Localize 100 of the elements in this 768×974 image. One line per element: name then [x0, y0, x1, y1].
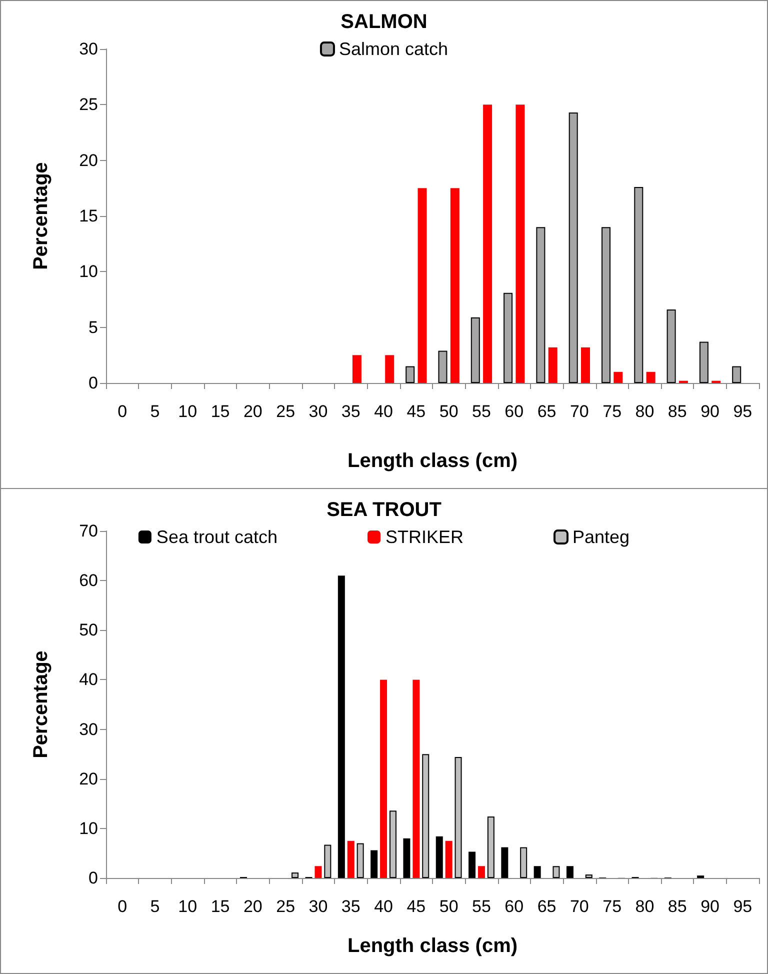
- bar: [403, 838, 410, 878]
- x-tick-label: 20: [243, 402, 262, 421]
- bar: [338, 576, 345, 878]
- x-tick-label: 70: [570, 402, 589, 421]
- legend-label: Panteg: [572, 527, 630, 547]
- y-tick-label: 5: [88, 318, 98, 337]
- bar: [534, 866, 541, 878]
- x-tick-label: 15: [210, 897, 230, 916]
- x-tick-label: 60: [504, 897, 524, 916]
- bar: [536, 227, 546, 383]
- y-tick-label: 40: [79, 670, 98, 690]
- bar: [552, 866, 560, 878]
- bar: [468, 852, 476, 878]
- x-tick-label: 5: [150, 897, 160, 916]
- x-tick-label: 55: [472, 402, 491, 421]
- bar: [445, 840, 452, 878]
- x-tick-label: 10: [178, 897, 198, 916]
- y-tick-label: 60: [79, 571, 98, 590]
- bar: [438, 350, 448, 383]
- y-tick-label: 10: [79, 818, 98, 838]
- x-tick-label: 60: [504, 402, 524, 421]
- bar: [422, 754, 430, 878]
- bar: [487, 816, 494, 878]
- bar: [501, 847, 508, 878]
- x-tick-label: 55: [472, 897, 491, 916]
- x-tick-label: 65: [537, 402, 556, 421]
- x-tick-label: 90: [700, 897, 720, 916]
- y-tick-label: 15: [79, 206, 98, 226]
- bar: [314, 866, 322, 878]
- bar: [292, 872, 299, 878]
- bar: [568, 112, 578, 383]
- bar: [548, 347, 558, 383]
- legend-label: STRIKER: [386, 527, 464, 547]
- bar: [450, 188, 460, 383]
- x-tick-label: 25: [276, 402, 296, 421]
- bar: [470, 317, 480, 383]
- y-axis-title: Percentage: [30, 162, 52, 270]
- legend-label: Sea trout catch: [156, 527, 278, 547]
- x-tick-label: 50: [439, 897, 458, 916]
- y-tick-label: 20: [79, 150, 98, 170]
- x-tick-label: 0: [118, 897, 128, 916]
- bar: [406, 366, 415, 383]
- bar: [454, 757, 462, 878]
- x-tick-label: 70: [570, 897, 589, 916]
- bar: [412, 680, 420, 878]
- legend-label: Salmon catch: [338, 39, 448, 59]
- x-tick-label: 0: [118, 402, 128, 421]
- bar: [324, 844, 332, 878]
- bar: [666, 310, 676, 383]
- y-tick-label: 0: [88, 374, 98, 392]
- y-tick-label: 20: [79, 769, 98, 788]
- bar: [380, 680, 388, 878]
- x-axis-title: Length class (cm): [347, 450, 518, 472]
- y-tick-label: 50: [79, 620, 98, 640]
- bar: [370, 850, 378, 878]
- x-tick-label: 85: [668, 402, 687, 421]
- x-tick-label: 40: [374, 402, 393, 421]
- y-axis-title: Percentage: [30, 650, 52, 758]
- bar: [602, 227, 610, 383]
- x-tick-label: 80: [635, 402, 654, 421]
- bar: [504, 292, 513, 383]
- x-tick-label: 30: [308, 402, 328, 421]
- x-tick-label: 80: [635, 897, 654, 916]
- bar: [385, 355, 394, 383]
- y-tick-label: 30: [79, 40, 98, 58]
- x-tick-label: 30: [308, 897, 328, 916]
- x-tick-label: 85: [668, 897, 687, 916]
- x-tick-label: 5: [150, 402, 160, 421]
- y-tick-label: 30: [79, 720, 98, 739]
- bar: [585, 874, 592, 878]
- y-tick-label: 0: [88, 868, 98, 888]
- x-tick-label: 95: [733, 897, 752, 916]
- x-tick-label: 45: [406, 897, 426, 916]
- bar: [646, 372, 656, 383]
- bar: [520, 847, 528, 878]
- x-tick-label: 90: [700, 402, 720, 421]
- x-tick-label: 40: [374, 897, 393, 916]
- bar: [699, 342, 708, 383]
- chart-title: SEA TROUT: [326, 499, 442, 521]
- chart-title: SALMON: [340, 11, 428, 33]
- y-tick-label: 10: [79, 262, 98, 282]
- x-tick-label: 50: [439, 402, 458, 421]
- x-tick-label: 95: [733, 402, 752, 421]
- x-axis-title: Length class (cm): [347, 935, 518, 957]
- bar: [478, 866, 485, 878]
- bar: [483, 104, 492, 383]
- bar: [516, 104, 525, 383]
- x-tick-label: 10: [178, 402, 198, 421]
- bar: [356, 843, 364, 878]
- x-tick-label: 20: [243, 897, 262, 916]
- y-tick-label: 25: [79, 95, 98, 114]
- x-tick-label: 35: [341, 897, 360, 916]
- bar: [634, 187, 644, 383]
- bar: [418, 188, 427, 383]
- x-tick-label: 35: [341, 402, 360, 421]
- x-tick-label: 75: [602, 402, 622, 421]
- x-tick-label: 65: [537, 897, 556, 916]
- x-tick-label: 15: [210, 402, 230, 421]
- bar: [347, 840, 354, 878]
- bar: [352, 355, 362, 383]
